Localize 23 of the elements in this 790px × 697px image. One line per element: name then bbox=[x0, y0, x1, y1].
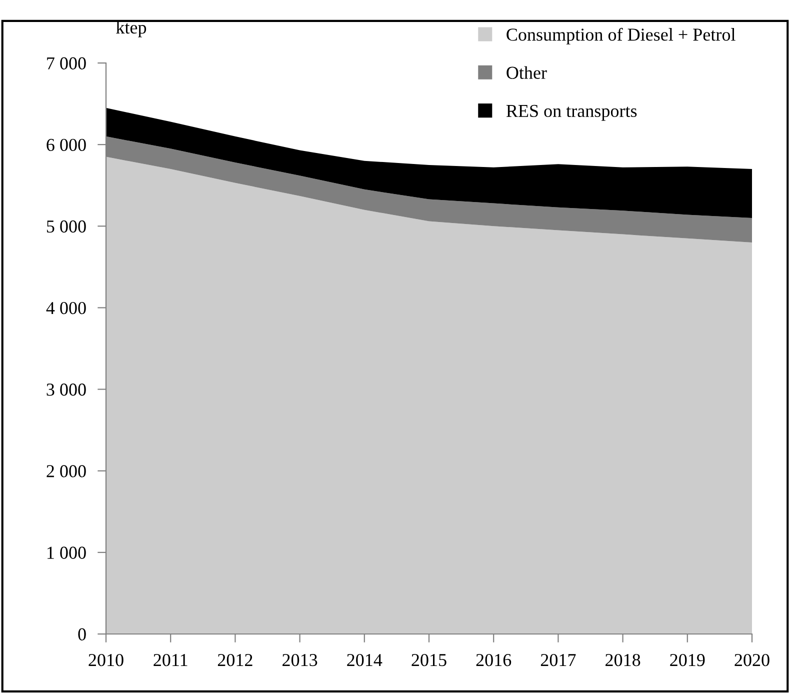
x-tick-label: 2011 bbox=[154, 654, 188, 666]
x-tick-label: 2018 bbox=[606, 654, 640, 666]
legend-label: Other bbox=[506, 66, 547, 79]
x-tick-label: 2014 bbox=[347, 654, 382, 666]
x-tick-label: 2016 bbox=[476, 654, 512, 666]
x-tick-label: 2012 bbox=[218, 654, 252, 666]
y-tick-label: 2 000 bbox=[46, 465, 86, 478]
x-tick-label: 2013 bbox=[282, 654, 318, 666]
y-tick-label: 1 000 bbox=[48, 546, 86, 559]
x-tick-label: 2010 bbox=[88, 654, 124, 666]
y-tick-label: 0 bbox=[78, 628, 86, 640]
y-tick-label: 6 000 bbox=[46, 138, 86, 152]
y-tick-label: 7 000 bbox=[47, 57, 86, 70]
x-tick-label: 2015 bbox=[412, 654, 446, 666]
y-axis-title: ktep bbox=[116, 20, 146, 38]
x-tick-label: 2019 bbox=[670, 654, 705, 666]
x-tick-label: 2017 bbox=[540, 654, 576, 666]
legend-label: RES on transports bbox=[506, 104, 637, 121]
y-tick-label: 3 000 bbox=[46, 384, 86, 396]
x-tick-label: 2020 bbox=[734, 654, 770, 666]
legend-label: Consumption of Diesel + Petrol bbox=[506, 28, 736, 44]
y-tick-label: 4 000 bbox=[46, 302, 86, 314]
y-tick-label: 5 000 bbox=[46, 220, 86, 233]
